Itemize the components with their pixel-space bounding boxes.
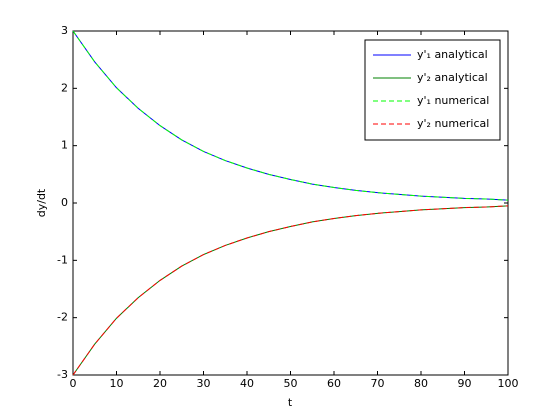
x-tick-label: 60 [327,377,341,390]
legend-label: y'₂ analytical [417,71,488,84]
y-tick-label: -1 [57,253,68,266]
y-tick-label: -3 [57,368,68,381]
legend-box [364,39,501,141]
x-tick-label: 0 [70,377,77,390]
y-tick-label: 2 [61,81,68,94]
legend-label: y'₁ analytical [417,48,488,61]
legend-label: y'₁ numerical [417,94,489,107]
x-tick-label: 30 [197,377,211,390]
legend-label: y'₂ numerical [417,117,489,130]
series-line [72,30,509,201]
x-tick-label: 20 [153,377,167,390]
x-tick-label: 70 [371,377,385,390]
x-tick-label: 100 [498,377,519,390]
y-tick-label: 0 [61,196,68,209]
x-tick-label: 50 [284,377,298,390]
series-line [72,205,509,376]
y-tick-label: 1 [61,139,68,152]
y-axis-label: dy/dt [35,188,48,217]
x-tick-label: 40 [240,377,254,390]
x-axis-label: t [288,396,293,409]
x-tick-label: 80 [414,377,428,390]
y-tick-label: -2 [57,311,68,324]
x-tick-label: 90 [458,377,472,390]
y-tick-label: 3 [61,24,68,37]
x-tick-label: 10 [110,377,124,390]
